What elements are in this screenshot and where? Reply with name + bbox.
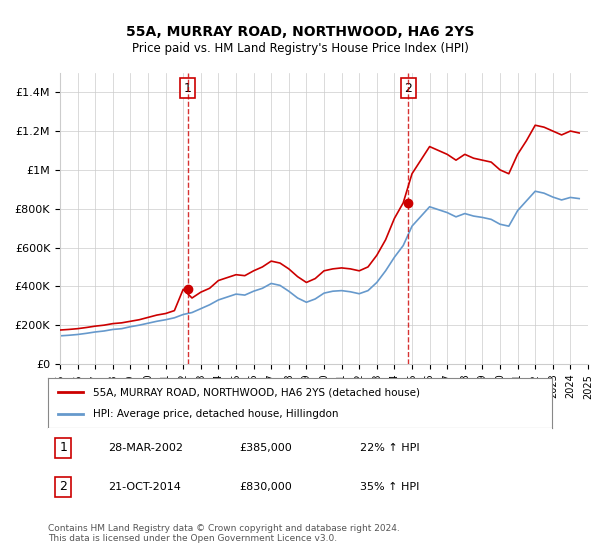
Text: 2: 2 bbox=[59, 480, 67, 493]
Text: £385,000: £385,000 bbox=[239, 443, 292, 453]
Text: HPI: Average price, detached house, Hillingdon: HPI: Average price, detached house, Hill… bbox=[94, 409, 339, 419]
Text: Contains HM Land Registry data © Crown copyright and database right 2024.
This d: Contains HM Land Registry data © Crown c… bbox=[48, 524, 400, 543]
Text: 2: 2 bbox=[404, 82, 412, 95]
Text: 21-OCT-2014: 21-OCT-2014 bbox=[109, 482, 181, 492]
Text: 1: 1 bbox=[184, 82, 191, 95]
Text: 55A, MURRAY ROAD, NORTHWOOD, HA6 2YS: 55A, MURRAY ROAD, NORTHWOOD, HA6 2YS bbox=[126, 25, 474, 39]
Text: 28-MAR-2002: 28-MAR-2002 bbox=[109, 443, 184, 453]
Text: 55A, MURRAY ROAD, NORTHWOOD, HA6 2YS (detached house): 55A, MURRAY ROAD, NORTHWOOD, HA6 2YS (de… bbox=[94, 387, 421, 397]
Text: Price paid vs. HM Land Registry's House Price Index (HPI): Price paid vs. HM Land Registry's House … bbox=[131, 42, 469, 55]
Text: £830,000: £830,000 bbox=[239, 482, 292, 492]
Text: 35% ↑ HPI: 35% ↑ HPI bbox=[361, 482, 420, 492]
Text: 22% ↑ HPI: 22% ↑ HPI bbox=[361, 443, 420, 453]
Text: 1: 1 bbox=[59, 441, 67, 454]
